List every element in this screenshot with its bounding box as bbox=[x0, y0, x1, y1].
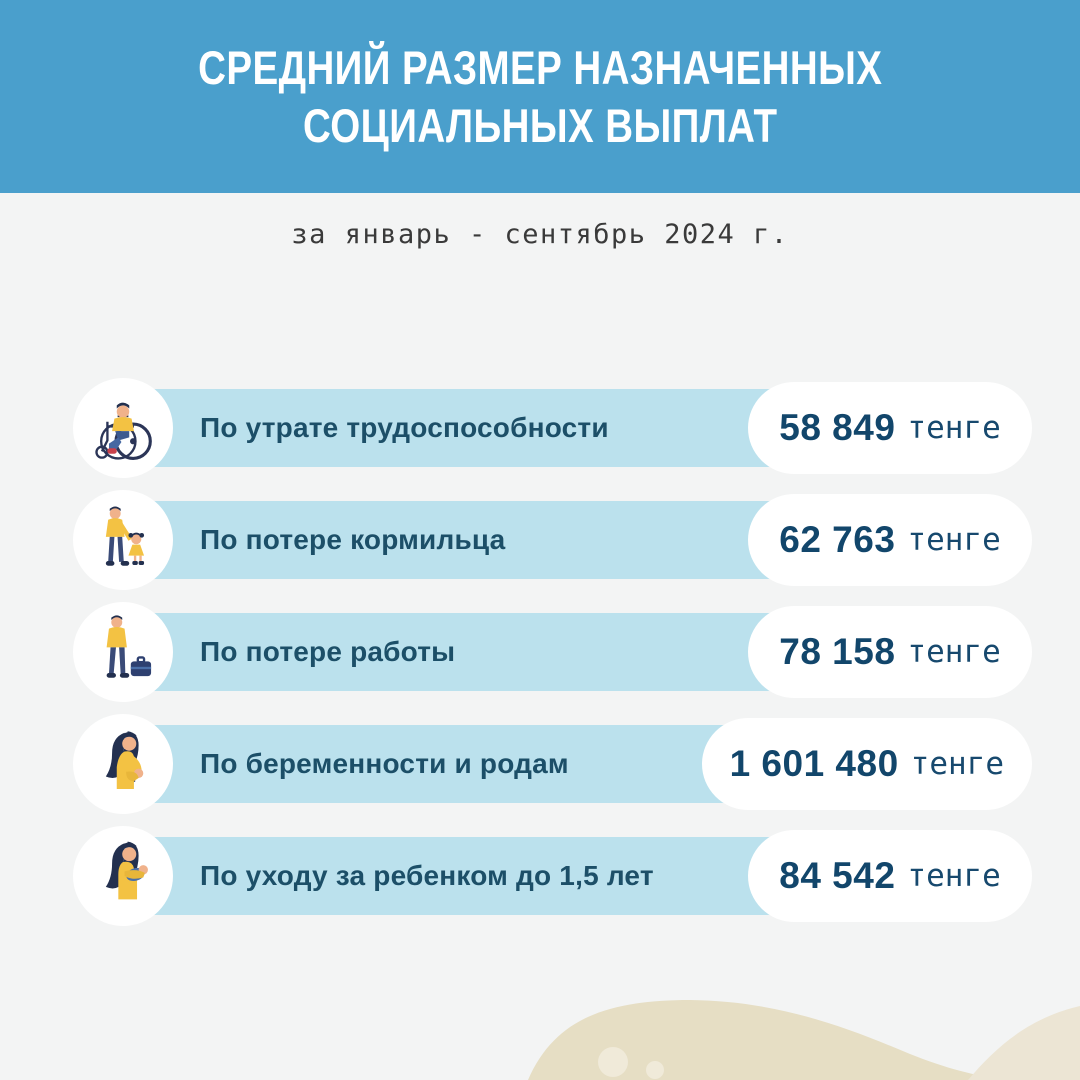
value-unit: тенге bbox=[910, 746, 1004, 782]
period-subtitle: за январь - сентябрь 2024 г. bbox=[291, 219, 789, 250]
value-number: 58 849 bbox=[779, 407, 896, 448]
sand-blob-main bbox=[528, 1000, 1008, 1080]
father-child-icon bbox=[73, 490, 173, 590]
value-number: 62 763 bbox=[779, 519, 896, 560]
value-pill: 58 849 тенге bbox=[748, 382, 1032, 474]
value-number: 78 158 bbox=[779, 631, 896, 672]
list-item: 58 849 тенге По утрате трудоспособности bbox=[73, 378, 1032, 478]
value-pill: 1 601 480 тенге bbox=[701, 718, 1032, 810]
decorative-sand-blobs bbox=[528, 1000, 1080, 1080]
row-label: По утрате трудоспособности bbox=[200, 412, 609, 443]
man-briefcase-icon bbox=[73, 602, 173, 702]
page-title: СРЕДНИЙ РАЗМЕР НАЗНАЧЕННЫХ СОЦИАЛЬНЫХ ВЫ… bbox=[198, 39, 882, 154]
list-item: 62 763 тенге По потере кормильца bbox=[73, 490, 1032, 590]
value-number: 84 542 bbox=[779, 855, 896, 896]
value-pill: 62 763 тенге bbox=[748, 494, 1032, 586]
row-label: По потере работы bbox=[200, 636, 456, 667]
value-unit: тенге bbox=[907, 634, 1001, 670]
value-unit: тенге bbox=[907, 410, 1001, 446]
mother-baby-icon bbox=[73, 826, 173, 926]
page-title-line1: СРЕДНИЙ РАЗМЕР НАЗНАЧЕННЫХ bbox=[197, 41, 883, 95]
pregnant-woman-icon bbox=[73, 714, 173, 814]
value-unit: тенге bbox=[907, 858, 1001, 894]
payments-list: 58 849 тенге По утрате трудоспособности bbox=[73, 378, 1032, 926]
list-item: 78 158 тенге По потере работы bbox=[73, 602, 1032, 702]
header-band: СРЕДНИЙ РАЗМЕР НАЗНАЧЕННЫХ СОЦИАЛЬНЫХ ВЫ… bbox=[0, 0, 1080, 193]
page-title-line2: СОЦИАЛЬНЫХ ВЫПЛАТ bbox=[302, 98, 778, 152]
row-label: По потере кормильца bbox=[200, 524, 506, 555]
list-item: 1 601 480 тенге По беременности и родам bbox=[73, 714, 1032, 814]
row-label: По уходу за ребенком до 1,5 лет bbox=[200, 860, 654, 891]
sand-blob-highlight bbox=[646, 1061, 664, 1079]
sand-blob-corner bbox=[968, 1006, 1080, 1080]
value-pill: 78 158 тенге bbox=[748, 606, 1032, 698]
sand-blob-highlight bbox=[598, 1047, 628, 1077]
wheelchair-person-icon bbox=[73, 378, 173, 478]
value-number: 1 601 480 bbox=[729, 743, 899, 784]
value-pill: 84 542 тенге bbox=[748, 830, 1032, 922]
value-unit: тенге bbox=[907, 522, 1001, 558]
row-label: По беременности и родам bbox=[200, 748, 569, 779]
list-item: 84 542 тенге По уходу за ребенком до 1,5… bbox=[73, 826, 1032, 926]
